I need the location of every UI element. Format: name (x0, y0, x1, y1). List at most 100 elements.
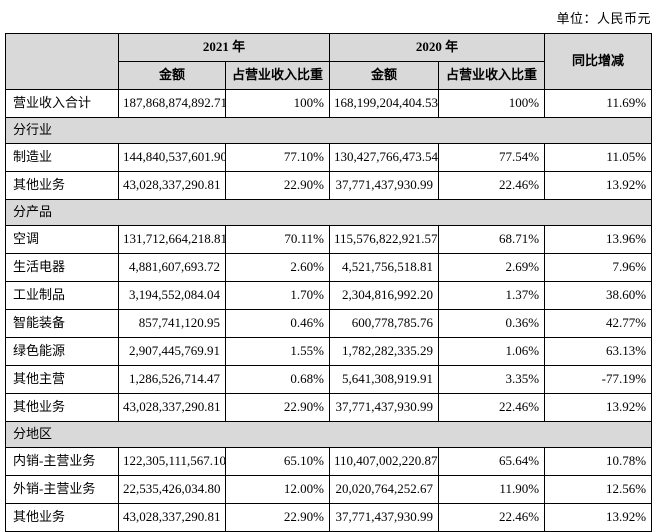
row-label-cell: 其他业务 (5, 171, 119, 200)
section-label: 分行业 (4, 117, 653, 144)
proportion-2020-cell: 3.35% (438, 365, 546, 394)
header-row-subcolumns: 金额 占营业收入比重 金额 占营业收入比重 (6, 61, 652, 90)
amount-2021-cell: 2,907,445,769.91 (118, 337, 226, 366)
yoy-change-cell: 10.78% (544, 447, 653, 476)
revenue-breakdown-table: 2021 年 2020 年 同比增减 金额 占营业收入比重 金额 占营业收入比重… (4, 33, 653, 532)
proportion-2021-header: 占营业收入比重 (224, 61, 331, 90)
unit-label: 单位：人民币元 (556, 11, 651, 26)
amount-2020-cell: 168,199,204,404.53 (329, 89, 440, 118)
table-row: 绿色能源 2,907,445,769.91 1.55% 1,782,282,335.2… (5, 337, 653, 366)
table-row: 制造业 144,840,537,601.90 77.10% 130,427,766,4… (5, 143, 653, 172)
table-row: 外销-主营业务 22,535,426,034.80 12.00% 20,020,764… (5, 475, 653, 504)
proportion-2020-cell: 22.46% (438, 503, 546, 532)
section-label: 分产品 (4, 199, 653, 226)
amount-2020-cell: 20,020,764,252.67 (329, 475, 440, 504)
table-row: 其他业务 43,028,337,290.81 22.90% 37,771,437,93… (5, 393, 653, 422)
section-row: 分产品 (4, 199, 653, 226)
yoy-change-cell: 13.92% (544, 171, 653, 200)
table-row: 工业制品 3,194,552,084.04 1.70% 2,304,816,992.2… (5, 281, 653, 310)
amount-2021-cell: 22,535,426,034.80 (118, 475, 226, 504)
amount-2020-cell: 2,304,816,992.20 (329, 281, 440, 310)
amount-2021-cell: 3,194,552,084.04 (118, 281, 226, 310)
yoy-change-cell: 11.05% (544, 143, 653, 172)
proportion-2020-cell: 2.69% (438, 253, 546, 282)
row-label-cell: 营业收入合计 (5, 89, 119, 118)
proportion-2020-header: 占营业收入比重 (438, 61, 546, 90)
table-row: 其他业务 43,028,337,290.81 22.90% 37,771,437,93… (5, 503, 653, 532)
proportion-2021-cell: 0.68% (224, 365, 331, 394)
table-row: 空调 131,712,664,218.81 70.11% 115,576,822,92… (5, 225, 653, 254)
proportion-2020-cell: 65.64% (438, 447, 546, 476)
row-label-cell: 其他业务 (5, 393, 119, 422)
table-row: 其他业务 43,028,337,290.81 22.90% 37,771,437,93… (5, 171, 653, 200)
header-row-years: 2021 年 2020 年 同比增减 (5, 33, 653, 90)
proportion-2020-cell: 22.46% (438, 171, 546, 200)
amount-2021-cell: 43,028,337,290.81 (118, 171, 226, 200)
amount-2021-cell: 122,305,111,567.10 (118, 447, 226, 476)
yoy-change-cell: 38.60% (544, 281, 653, 310)
row-label-cell: 生活电器 (5, 253, 119, 282)
proportion-2021-cell: 70.11% (224, 225, 331, 254)
row-label-cell: 制造业 (5, 143, 119, 172)
section-row: 分行业 (4, 117, 653, 144)
proportion-2021-cell: 1.55% (224, 337, 331, 366)
amount-2021-cell: 144,840,537,601.90 (118, 143, 226, 172)
amount-2021-cell: 4,881,607,693.72 (118, 253, 226, 282)
proportion-2021-cell: 77.10% (224, 143, 331, 172)
proportion-2020-cell: 11.90% (438, 475, 546, 504)
proportion-2020-cell: 77.54% (438, 143, 546, 172)
amount-2021-cell: 1,286,526,714.47 (118, 365, 226, 394)
yoy-change-cell: 11.69% (544, 89, 653, 118)
section-label: 分地区 (4, 421, 653, 448)
proportion-2021-cell: 22.90% (224, 393, 331, 422)
proportion-2020-cell: 22.46% (438, 393, 546, 422)
row-label-cell: 其他主营 (5, 365, 119, 394)
proportion-2021-cell: 2.60% (224, 253, 331, 282)
row-label-cell: 其他业务 (5, 503, 119, 532)
amount-2020-cell: 600,778,785.76 (329, 309, 440, 338)
table-row: 营业收入合计 187,868,874,892.71 100% 168,199,204,… (5, 89, 653, 118)
yoy-change-cell: 12.56% (544, 475, 653, 504)
yoy-change-cell: 13.96% (544, 225, 653, 254)
yoy-change-cell: -77.19% (544, 365, 653, 394)
amount-2020-cell: 110,407,002,220.87 (329, 447, 440, 476)
yoy-change-cell: 13.92% (544, 393, 653, 422)
proportion-2020-cell: 100% (438, 89, 546, 118)
row-label-cell: 空调 (5, 225, 119, 254)
year-2021-header: 2021 年 (117, 33, 331, 62)
table-header: 2021 年 2020 年 同比增减 金额 占营业收入比重 金额 占营业收入比重 (5, 33, 653, 90)
year-2020-header: 2020 年 (329, 33, 546, 62)
row-label-cell: 工业制品 (5, 281, 119, 310)
amount-2020-cell: 5,641,308,919.91 (329, 365, 440, 394)
amount-2021-header: 金额 (118, 61, 226, 90)
proportion-2021-cell: 12.00% (224, 475, 331, 504)
yoy-change-header: 同比增减 (544, 33, 653, 90)
row-label-cell: 外销-主营业务 (5, 475, 119, 504)
table-row: 智能装备 857,741,120.95 0.46% 600,778,785.76 0.3… (5, 309, 653, 338)
amount-2020-cell: 4,521,756,518.81 (329, 253, 440, 282)
amount-2021-cell: 43,028,337,290.81 (118, 393, 226, 422)
proportion-2021-cell: 22.90% (224, 171, 331, 200)
amount-2021-cell: 131,712,664,218.81 (118, 225, 226, 254)
proportion-2021-cell: 65.10% (224, 447, 331, 476)
yoy-change-cell: 13.92% (544, 503, 653, 532)
proportion-2021-cell: 1.70% (224, 281, 331, 310)
proportion-2020-cell: 68.71% (438, 225, 546, 254)
proportion-2021-cell: 0.46% (224, 309, 331, 338)
amount-2020-cell: 37,771,437,930.99 (329, 393, 440, 422)
table-body: 营业收入合计 187,868,874,892.71 100% 168,199,204,… (4, 89, 653, 532)
yoy-change-cell: 42.77% (544, 309, 653, 338)
row-label-cell: 智能装备 (5, 309, 119, 338)
amount-2020-cell: 115,576,822,921.57 (329, 225, 440, 254)
amount-2020-cell: 1,782,282,335.29 (329, 337, 440, 366)
table-row: 内销-主营业务 122,305,111,567.10 65.10% 110,407,0… (5, 447, 653, 476)
row-label-cell: 内销-主营业务 (5, 447, 119, 476)
amount-2021-cell: 187,868,874,892.71 (118, 89, 226, 118)
yoy-change-cell: 7.96% (544, 253, 653, 282)
amount-2020-cell: 37,771,437,930.99 (329, 503, 440, 532)
amount-2020-cell: 37,771,437,930.99 (329, 171, 440, 200)
proportion-2021-cell: 100% (224, 89, 331, 118)
proportion-2020-cell: 1.37% (438, 281, 546, 310)
table-row: 其他主营 1,286,526,714.47 0.68% 5,641,308,919.9… (5, 365, 653, 394)
amount-2020-header: 金额 (329, 61, 440, 90)
